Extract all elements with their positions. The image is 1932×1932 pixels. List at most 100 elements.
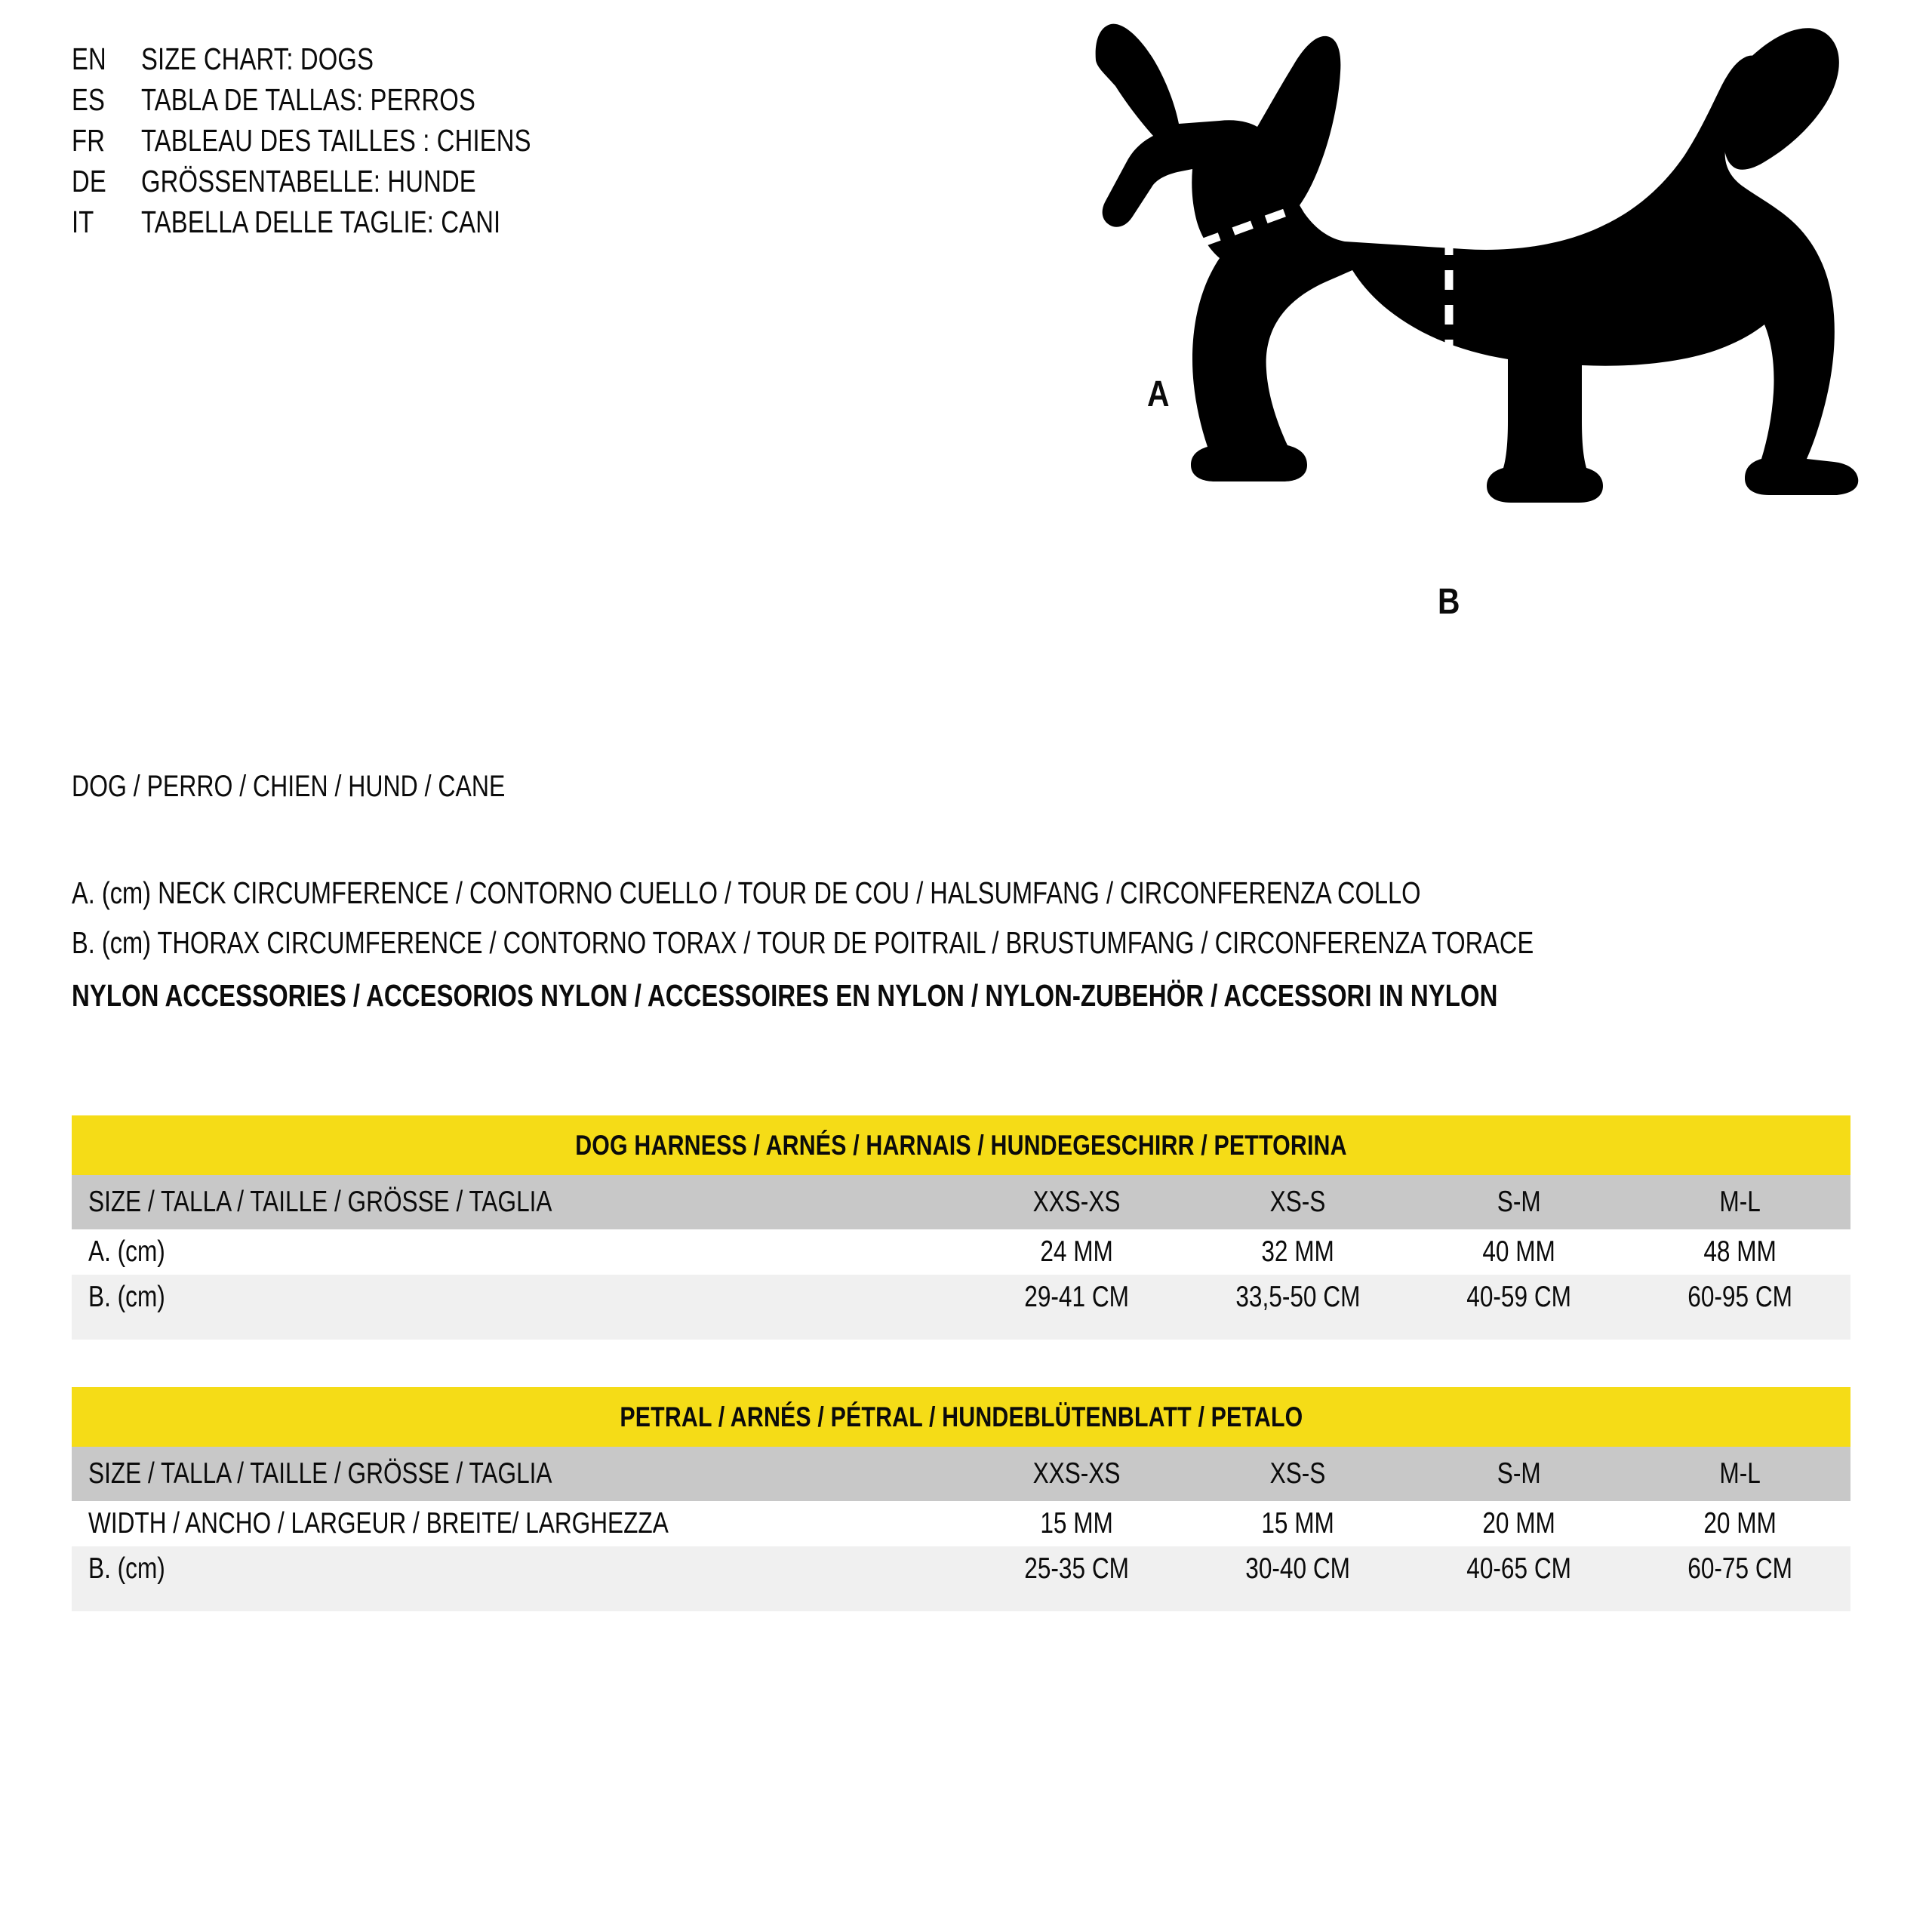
- row-cell-text: 48 MM: [1703, 1235, 1777, 1268]
- size-column-s-m-text: S-M: [1497, 1457, 1541, 1490]
- row-cell: 40 MM: [1408, 1229, 1629, 1275]
- row-label-text: WIDTH / ANCHO / LARGEUR / BREITE/ LARGHE…: [88, 1507, 669, 1540]
- row-cell: 15 MM: [1187, 1501, 1408, 1546]
- language-row-fr: FR TABLEAU DES TAILLES : CHIENS: [72, 123, 826, 164]
- row-cell-text: 33,5-50 CM: [1235, 1281, 1361, 1313]
- nylon-accessories-heading: NYLON ACCESSORIES / ACCESORIOS NYLON / A…: [72, 978, 1498, 1013]
- row-cell: 48 MM: [1629, 1229, 1851, 1275]
- size-column-m-l-text: M-L: [1719, 1457, 1761, 1490]
- row-cell: 29-41 CM: [966, 1275, 1187, 1320]
- language-row-en: EN SIZE CHART: DOGS: [72, 42, 826, 82]
- language-row-de: DE GRÖSSENTABELLE: HUNDE: [72, 164, 826, 205]
- table-row: A. (cm) 24 MM 32 MM 40 MM 48 MM: [72, 1229, 1851, 1275]
- size-column-m-l: M-L: [1629, 1447, 1850, 1501]
- dog-body-shape: [1095, 23, 1859, 503]
- row-cell-text: 40-65 CM: [1466, 1552, 1571, 1585]
- language-row-es: ES TABLA DE TALLAS: PERROS: [72, 82, 826, 123]
- measure-description-b: B. (cm) THORAX CIRCUMFERENCE / CONTORNO …: [72, 925, 1534, 960]
- language-code-it: IT: [72, 205, 94, 239]
- row-cell-text: 30-40 CM: [1245, 1552, 1350, 1585]
- row-cell-text: 40-59 CM: [1466, 1281, 1571, 1313]
- dog-harness-size-table: DOG HARNESS / ARNÉS / HARNAIS / HUNDEGES…: [72, 1115, 1851, 1340]
- row-cell: 32 MM: [1187, 1229, 1408, 1275]
- size-column-xs-s: XS-S: [1187, 1175, 1408, 1229]
- size-column-s-m: S-M: [1408, 1175, 1629, 1229]
- table-row: B. (cm) 29-41 CM 33,5-50 CM 40-59 CM 60-…: [72, 1275, 1851, 1320]
- size-column-m-l-text: M-L: [1719, 1186, 1761, 1218]
- row-cell-text: 32 MM: [1261, 1235, 1334, 1268]
- language-row-it: IT TABELLA DELLE TAGLIE: CANI: [72, 205, 826, 245]
- language-code-de: DE: [72, 164, 106, 198]
- size-column-xxs-xs: XXS-XS: [966, 1447, 1187, 1501]
- table-title-row: DOG HARNESS / ARNÉS / HARNAIS / HUNDEGES…: [72, 1115, 1851, 1175]
- row-cell: 40-65 CM: [1408, 1546, 1629, 1592]
- language-title-fr: TABLEAU DES TAILLES : CHIENS: [141, 123, 531, 158]
- dog-harness-title-text: DOG HARNESS / ARNÉS / HARNAIS / HUNDEGES…: [575, 1129, 1347, 1161]
- language-code-es: ES: [72, 82, 106, 117]
- language-title-block: EN SIZE CHART: DOGS ES TABLA DE TALLAS: …: [72, 42, 826, 245]
- petral-size-table: PETRAL / ARNÉS / PÉTRAL / HUNDEBLÜTENBLA…: [72, 1387, 1850, 1611]
- language-title-it: TABELLA DELLE TAGLIE: CANI: [141, 205, 501, 239]
- size-column-xs-s-text: XS-S: [1269, 1457, 1326, 1490]
- table-row: WIDTH / ANCHO / LARGEUR / BREITE/ LARGHE…: [72, 1501, 1850, 1546]
- row-cell: 60-95 CM: [1629, 1275, 1851, 1320]
- row-cell-text: 15 MM: [1261, 1507, 1334, 1540]
- size-column-s-m-text: S-M: [1497, 1186, 1541, 1218]
- language-code-fr: FR: [72, 123, 106, 158]
- row-cell-text: 60-95 CM: [1687, 1281, 1792, 1313]
- row-cell: 33,5-50 CM: [1187, 1275, 1408, 1320]
- row-cell: 40-59 CM: [1408, 1275, 1629, 1320]
- row-cell: 20 MM: [1408, 1501, 1629, 1546]
- measure-label-a: A: [1147, 374, 1170, 414]
- dog-silhouette-figure: [1041, 15, 1902, 521]
- row-cell: 24 MM: [966, 1229, 1187, 1275]
- table-bottom-pad-cell: [72, 1592, 1850, 1611]
- size-header-label: SIZE / TALLA / TAILLE / GRÖSSE / TAGLIA: [72, 1447, 966, 1501]
- row-label-text: A. (cm): [88, 1235, 165, 1268]
- row-cell-text: 29-41 CM: [1024, 1281, 1129, 1313]
- table-bottom-pad: [72, 1592, 1850, 1611]
- row-label: B. (cm): [72, 1546, 966, 1592]
- row-cell: 15 MM: [966, 1501, 1187, 1546]
- row-label-text: B. (cm): [88, 1281, 165, 1313]
- row-cell-text: 25-35 CM: [1024, 1552, 1129, 1585]
- table-bottom-pad-cell: [72, 1320, 1851, 1340]
- table-header-row: SIZE / TALLA / TAILLE / GRÖSSE / TAGLIA …: [72, 1175, 1851, 1229]
- dog-harness-title-band: DOG HARNESS / ARNÉS / HARNAIS / HUNDEGES…: [72, 1115, 1851, 1175]
- row-cell: 30-40 CM: [1187, 1546, 1408, 1592]
- table-header-row: SIZE / TALLA / TAILLE / GRÖSSE / TAGLIA …: [72, 1447, 1850, 1501]
- measure-label-b: B: [1438, 582, 1460, 622]
- table-bottom-pad: [72, 1320, 1851, 1340]
- row-label: WIDTH / ANCHO / LARGEUR / BREITE/ LARGHE…: [72, 1501, 966, 1546]
- row-label: B. (cm): [72, 1275, 966, 1320]
- size-header-label: SIZE / TALLA / TAILLE / GRÖSSE / TAGLIA: [72, 1175, 966, 1229]
- figure-subject-label: DOG / PERRO / CHIEN / HUND / CANE: [72, 770, 506, 803]
- row-label-text: B. (cm): [88, 1552, 165, 1585]
- size-column-xxs-xs-text: XXS-XS: [1032, 1186, 1121, 1218]
- row-cell-text: 24 MM: [1040, 1235, 1113, 1268]
- row-label: A. (cm): [72, 1229, 966, 1275]
- language-title-de: GRÖSSENTABELLE: HUNDE: [141, 164, 476, 198]
- size-column-xxs-xs: XXS-XS: [966, 1175, 1187, 1229]
- size-column-s-m: S-M: [1408, 1447, 1629, 1501]
- row-cell-text: 20 MM: [1703, 1507, 1777, 1540]
- size-column-xxs-xs-text: XXS-XS: [1032, 1457, 1121, 1490]
- measure-description-a: A. (cm) NECK CIRCUMFERENCE / CONTORNO CU…: [72, 875, 1421, 910]
- row-cell-text: 20 MM: [1482, 1507, 1555, 1540]
- row-cell: 25-35 CM: [966, 1546, 1187, 1592]
- row-cell-text: 40 MM: [1482, 1235, 1555, 1268]
- row-cell: 20 MM: [1629, 1501, 1850, 1546]
- petral-title-band: PETRAL / ARNÉS / PÉTRAL / HUNDEBLÜTENBLA…: [72, 1387, 1850, 1447]
- size-header-label-text: SIZE / TALLA / TAILLE / GRÖSSE / TAGLIA: [88, 1457, 552, 1490]
- language-title-en: SIZE CHART: DOGS: [141, 42, 374, 76]
- language-code-en: EN: [72, 42, 106, 76]
- size-column-xs-s-text: XS-S: [1269, 1186, 1326, 1218]
- row-cell: 60-75 CM: [1629, 1546, 1850, 1592]
- language-title-es: TABLA DE TALLAS: PERROS: [141, 82, 476, 117]
- table-row: B. (cm) 25-35 CM 30-40 CM 40-65 CM 60-75…: [72, 1546, 1850, 1592]
- row-cell-text: 60-75 CM: [1687, 1552, 1792, 1585]
- size-column-m-l: M-L: [1629, 1175, 1851, 1229]
- table-title-row: PETRAL / ARNÉS / PÉTRAL / HUNDEBLÜTENBLA…: [72, 1387, 1850, 1447]
- size-column-xs-s: XS-S: [1187, 1447, 1408, 1501]
- petral-title-text: PETRAL / ARNÉS / PÉTRAL / HUNDEBLÜTENBLA…: [619, 1401, 1303, 1432]
